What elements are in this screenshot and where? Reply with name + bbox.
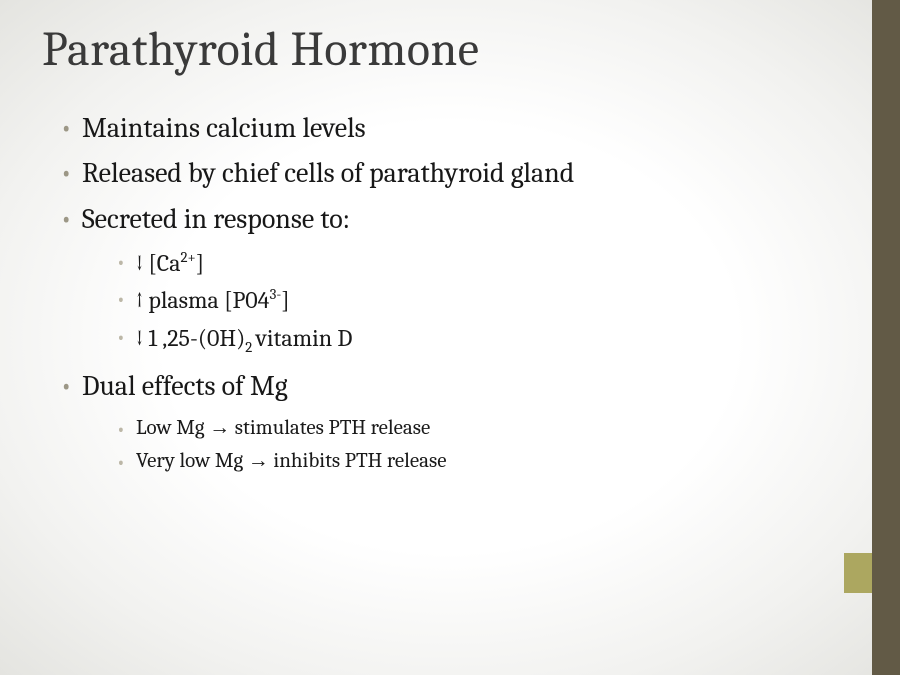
superscript: 3- (270, 286, 282, 303)
slide: Parathyroid Hormone Maintains calcium le… (0, 0, 900, 675)
sub-bullet-item: ↓ 1 ,25-(0H)2 vitamin D (116, 320, 820, 357)
bullet-text: Dual effects of Mg (82, 370, 288, 402)
text-part: Very low Mg (136, 449, 248, 473)
text-part: ] (196, 249, 204, 277)
bullet-item: Dual effects of Mg Low Mg → stimulates P… (60, 365, 820, 477)
side-accent-dark (872, 0, 900, 675)
bullet-text: Secreted in response to: (82, 203, 350, 235)
text-part: stimulates PTH release (230, 416, 430, 440)
sub-bullet-item: Low Mg → stimulates PTH release (116, 412, 820, 445)
sub-bullet-item: Very low Mg → inhibits PTH release (116, 445, 820, 478)
sub-bullet-list: ↓ [Ca2+] ↑ plasma [P043-] ↓ 1 ,25-(0H)2 … (82, 245, 820, 357)
text-part: ↓ 1 ,25-(0H) (136, 324, 245, 352)
text-part: vitamin D (256, 324, 353, 352)
sub-bullet-list: Low Mg → stimulates PTH release Very low… (82, 412, 820, 477)
bullet-list: Maintains calcium levels Released by chi… (42, 107, 820, 477)
subscript: 2 (245, 338, 255, 355)
sub-bullet-item: ↑ plasma [P043-] (116, 282, 820, 319)
text-part: inhibits PTH release (269, 449, 447, 473)
slide-title: Parathyroid Hormone (42, 22, 820, 77)
bullet-item: Released by chief cells of parathyroid g… (60, 152, 820, 195)
text-part: ↑ plasma [P04 (136, 286, 270, 314)
text-part: ] (281, 286, 289, 314)
sub-bullet-item: ↓ [Ca2+] (116, 245, 820, 282)
bullet-item: Maintains calcium levels (60, 107, 820, 150)
text-part: Low Mg (136, 416, 209, 440)
slide-content: Parathyroid Hormone Maintains calcium le… (42, 22, 820, 485)
text-part: ↓ [Ca (136, 249, 180, 277)
arrow-icon: → (209, 416, 230, 439)
arrow-icon: → (248, 449, 269, 472)
superscript: 2+ (180, 249, 195, 266)
side-accent-olive (844, 553, 872, 593)
bullet-item: Secreted in response to: ↓ [Ca2+] ↑ plas… (60, 198, 820, 357)
